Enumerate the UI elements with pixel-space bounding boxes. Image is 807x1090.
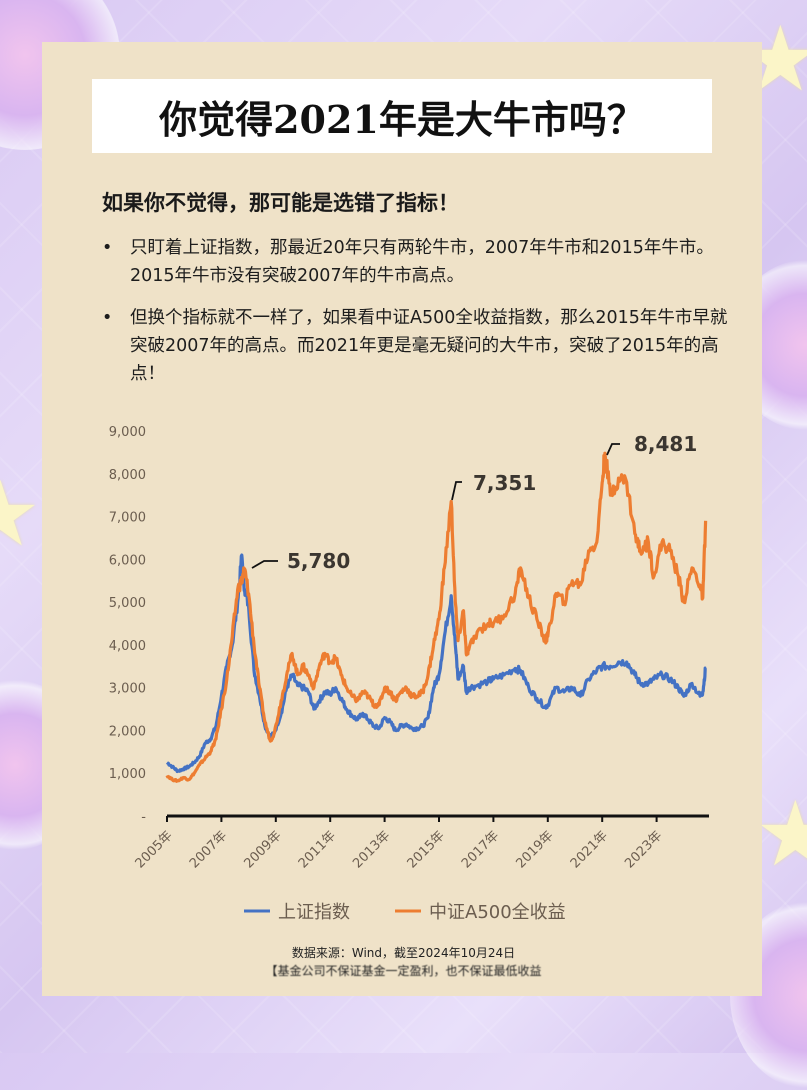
annotation-leader bbox=[451, 481, 462, 501]
peak-value-label: 8,481 bbox=[634, 432, 697, 456]
disclaimer-note: 【基金公司不保证基金一定盈利，也不保证最低收益 bbox=[265, 964, 542, 978]
x-tick-label: 2009年 bbox=[241, 828, 284, 871]
x-axis-labels: 2005年 2007年 2009年 2011年 2013年 2015年 2017年 2019年… bbox=[133, 828, 666, 871]
series-lines bbox=[165, 451, 708, 783]
x-tick-label: 2019年 bbox=[513, 828, 556, 871]
peak-value-label: 5,780 bbox=[287, 549, 350, 573]
y-tick-label: 2,000 bbox=[109, 724, 146, 739]
x-tick-label: 2021年 bbox=[568, 828, 611, 871]
title-box: 你觉得2021年是大牛市吗？ bbox=[92, 79, 712, 153]
peak-value-label: 7,351 bbox=[473, 471, 536, 495]
shanghai-index-line bbox=[165, 553, 707, 774]
x-tick-label: 2017年 bbox=[459, 828, 502, 871]
x-tick-label: 2023年 bbox=[622, 828, 665, 871]
legend-label: 中证A500全收益 bbox=[429, 902, 566, 923]
x-tick-label: 2015年 bbox=[405, 828, 448, 871]
x-tick-label: 2005年 bbox=[133, 828, 176, 871]
content-card: 你觉得2021年是大牛市吗？ 如果你不觉得，那可能是选错了指标！ • 只盯着上证… bbox=[42, 42, 762, 996]
y-axis-labels: - 1,000 2,000 3,000 4,000 5,000 6,000 7,000 8,00… bbox=[109, 425, 147, 825]
data-source-note: 数据来源：Wind，截至2024年10月24日 bbox=[291, 946, 516, 960]
subtitle: 如果你不觉得，那可能是选错了指标！ bbox=[102, 191, 459, 215]
legend-label: 上证指数 bbox=[278, 902, 350, 923]
annotation-leader bbox=[606, 443, 620, 456]
y-tick-label: 1,000 bbox=[109, 767, 146, 782]
y-tick-label: - bbox=[141, 810, 146, 825]
bullet-marker: • bbox=[102, 308, 113, 328]
bullet-item: • 只盯着上证指数，那最近20年只有两轮牛市，2007年牛市和2015年牛市。2… bbox=[102, 234, 742, 290]
x-tick-label: 2013年 bbox=[350, 828, 393, 871]
line-chart: - 1,000 2,000 3,000 4,000 5,000 6,000 7,000 8,00… bbox=[109, 425, 709, 923]
star-decoration: ★ bbox=[0, 462, 41, 567]
y-tick-label: 6,000 bbox=[109, 553, 146, 568]
peak-annotations: 5,780 7,351 8,481 bbox=[251, 432, 697, 573]
bullet-list: • 只盯着上证指数，那最近20年只有两轮牛市，2007年牛市和2015年牛市。2… bbox=[102, 234, 742, 402]
annotation-leader bbox=[251, 560, 278, 569]
y-tick-label: 8,000 bbox=[109, 468, 146, 483]
a500-total-return-line bbox=[165, 451, 708, 783]
bullet-text: 只盯着上证指数，那最近20年只有两轮牛市，2007年牛市和2015年牛市。201… bbox=[130, 238, 714, 286]
x-axis-tickmarks bbox=[166, 816, 658, 822]
star-decoration: ★ bbox=[755, 782, 807, 887]
y-tick-label: 7,000 bbox=[109, 511, 146, 526]
y-tick-label: 5,000 bbox=[109, 596, 146, 611]
x-tick-label: 2011年 bbox=[296, 828, 339, 871]
x-tick-label: 2007年 bbox=[187, 828, 230, 871]
y-tick-label: 3,000 bbox=[109, 682, 146, 697]
bullet-marker: • bbox=[102, 238, 113, 258]
chart-legend: 上证指数 中证A500全收益 bbox=[244, 902, 566, 923]
bullet-text: 但换个指标就不一样了，如果看中证A500全收益指数，那么2015年牛市早就突破2… bbox=[130, 308, 728, 384]
page-title: 你觉得2021年是大牛市吗？ bbox=[159, 96, 645, 142]
y-tick-label: 9,000 bbox=[109, 425, 146, 440]
y-tick-label: 4,000 bbox=[109, 639, 146, 654]
bullet-item: • 但换个指标就不一样了，如果看中证A500全收益指数，那么2015年牛市早就突… bbox=[102, 304, 742, 388]
